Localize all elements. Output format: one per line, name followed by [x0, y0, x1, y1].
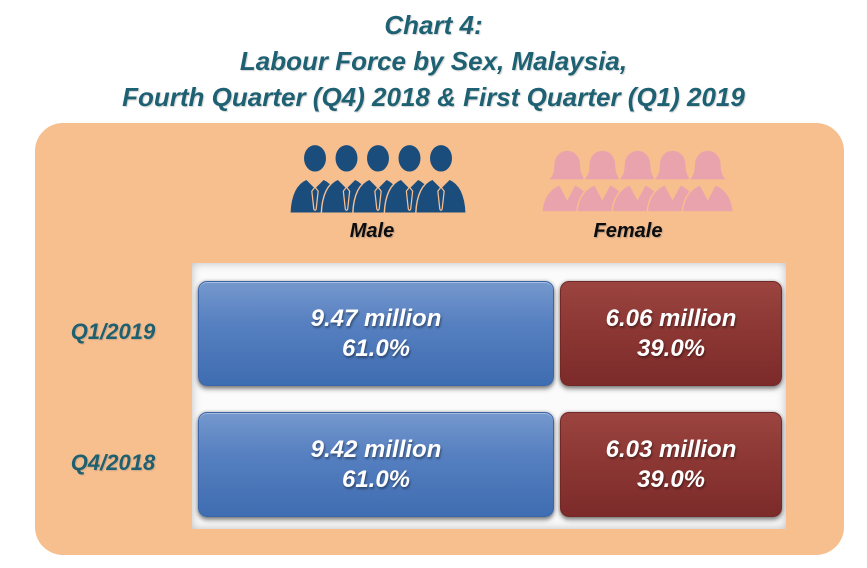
- bar-percent: 61.0%: [341, 465, 411, 493]
- chart-title-line2: Labour Force by Sex, Malaysia,: [239, 46, 628, 76]
- chart-title-line1: Chart 4:: [384, 10, 483, 40]
- female-group-icon: [540, 148, 735, 219]
- chart-title-line3: Fourth Quarter (Q4) 2018 & First Quarter…: [122, 82, 745, 112]
- bar-q1-2019-female: 6.06 million 39.0%: [560, 281, 782, 386]
- female-legend-label: Female: [593, 220, 663, 242]
- bar-percent: 39.0%: [636, 334, 706, 362]
- row-label-q1-2019: Q1/2019: [70, 319, 156, 344]
- bar-percent: 39.0%: [636, 465, 706, 493]
- bar-percent: 61.0%: [341, 334, 411, 362]
- bar-q4-2018-female: 6.03 million 39.0%: [560, 412, 782, 517]
- data-panel: 9.47 million 61.0% 6.06 million 39.0% 9.…: [192, 263, 786, 529]
- bar-value: 9.42 million: [310, 435, 442, 463]
- chart-title: Chart 4: Labour Force by Sex, Malaysia, …: [0, 7, 867, 115]
- row-label-q4-2018: Q4/2018: [70, 450, 156, 475]
- bar-q4-2018-male: 9.42 million 61.0%: [198, 412, 554, 517]
- bar-value: 6.03 million: [605, 435, 737, 463]
- male-group-icon: [288, 143, 468, 220]
- bar-value: 6.06 million: [605, 304, 737, 332]
- chart-board: Male Female Q1/2019 Q4/2018 9.47 million…: [35, 123, 844, 555]
- male-legend-label: Male: [349, 220, 395, 242]
- bar-value: 9.47 million: [310, 304, 442, 332]
- bar-q1-2019-male: 9.47 million 61.0%: [198, 281, 554, 386]
